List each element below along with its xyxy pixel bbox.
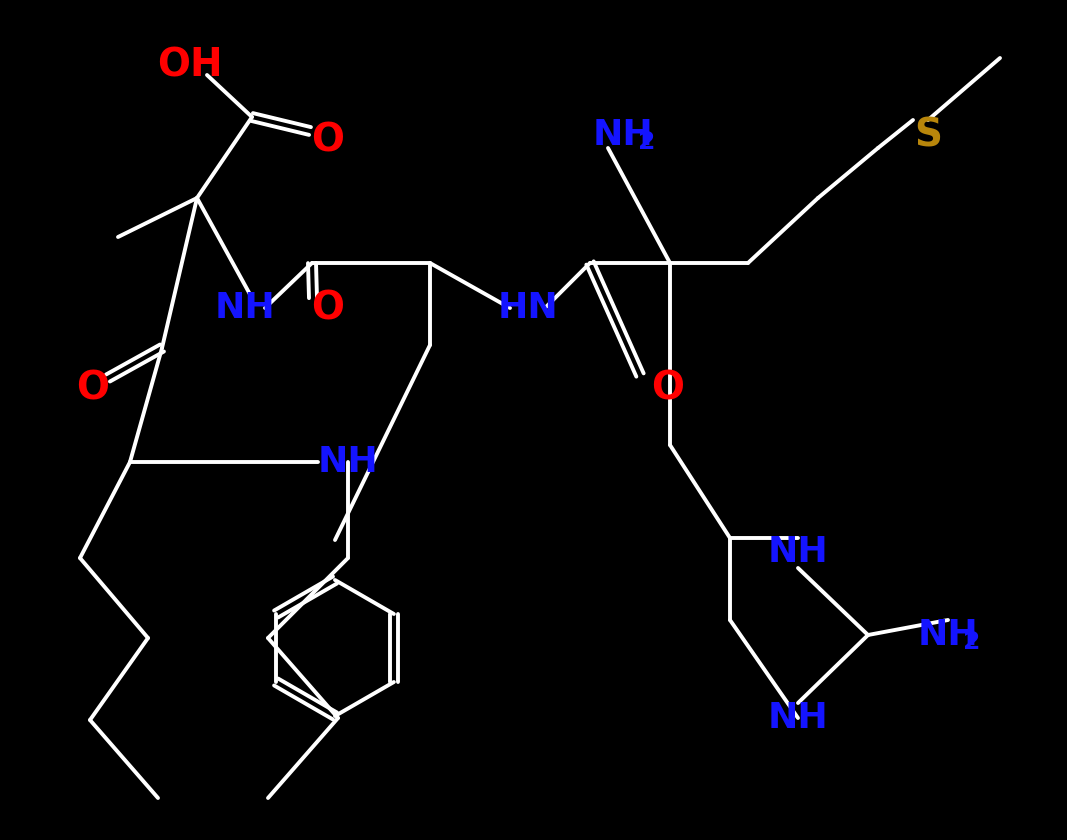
Text: NH: NH: [318, 445, 379, 479]
Text: NH: NH: [918, 618, 978, 652]
Text: NH: NH: [592, 118, 653, 152]
Text: S: S: [914, 116, 942, 154]
Text: O: O: [312, 121, 345, 159]
Text: OH: OH: [157, 46, 223, 84]
Text: HN: HN: [497, 291, 558, 325]
Text: NH: NH: [214, 291, 275, 325]
Text: 2: 2: [638, 130, 656, 154]
Text: O: O: [652, 369, 685, 407]
Text: O: O: [77, 369, 110, 407]
Text: O: O: [312, 289, 345, 327]
Text: NH: NH: [767, 701, 828, 735]
Text: 2: 2: [964, 630, 981, 654]
Text: NH: NH: [767, 535, 828, 569]
